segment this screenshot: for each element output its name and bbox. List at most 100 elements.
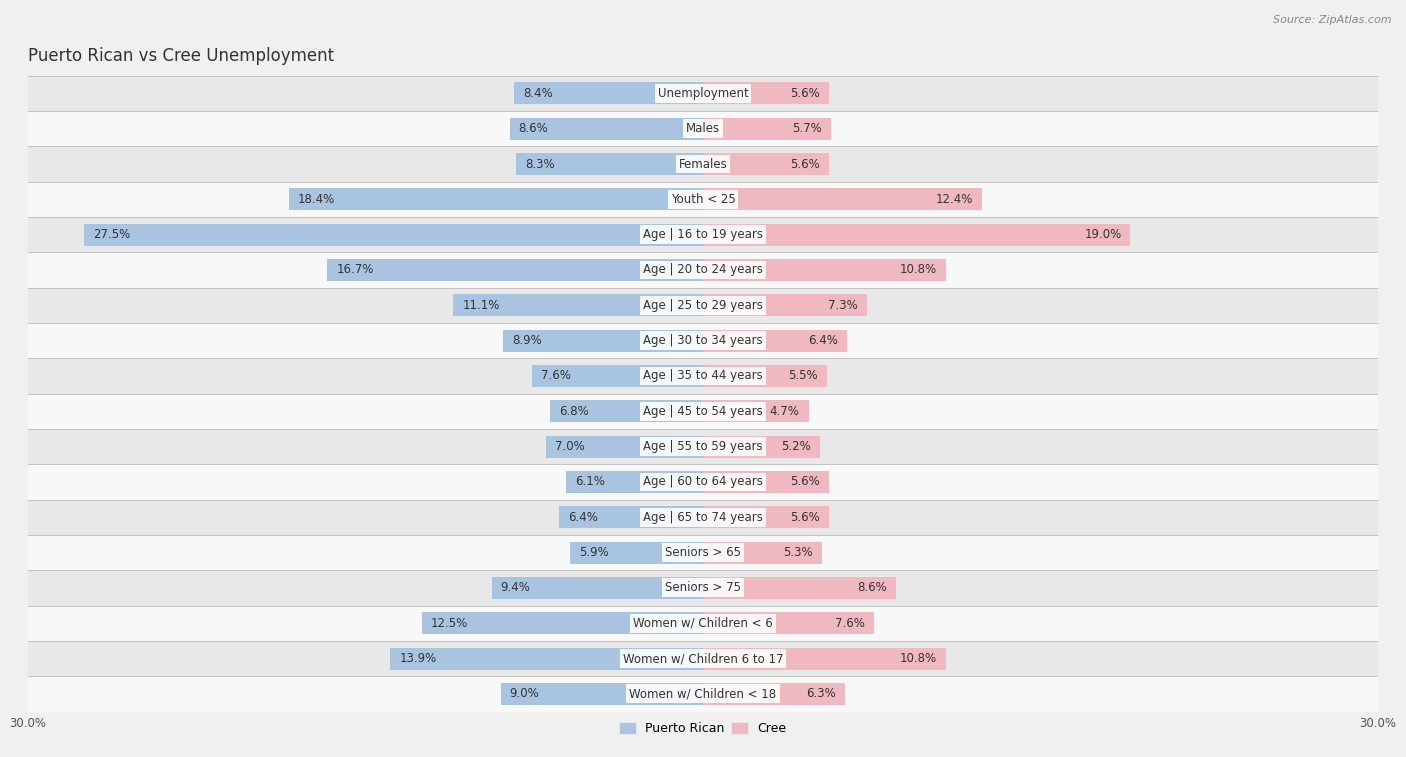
Text: 9.0%: 9.0% <box>509 687 540 700</box>
Bar <box>703 365 827 387</box>
Text: 8.4%: 8.4% <box>523 87 553 100</box>
Bar <box>28 217 1378 252</box>
Text: Age | 20 to 24 years: Age | 20 to 24 years <box>643 263 763 276</box>
Text: Unemployment: Unemployment <box>658 87 748 100</box>
Text: 10.8%: 10.8% <box>900 652 936 665</box>
Bar <box>703 83 830 104</box>
Bar <box>28 535 1378 570</box>
Bar <box>28 182 1378 217</box>
Text: 18.4%: 18.4% <box>298 193 335 206</box>
Bar <box>703 224 1130 245</box>
Bar <box>560 506 703 528</box>
Bar <box>515 83 703 104</box>
Bar <box>422 612 703 634</box>
Text: 5.6%: 5.6% <box>790 511 820 524</box>
Bar <box>703 118 831 139</box>
Bar <box>391 648 703 669</box>
Bar <box>565 471 703 493</box>
Text: 5.5%: 5.5% <box>789 369 818 382</box>
Text: 8.3%: 8.3% <box>526 157 555 170</box>
Text: Puerto Rican vs Cree Unemployment: Puerto Rican vs Cree Unemployment <box>28 47 335 65</box>
Bar <box>516 153 703 175</box>
Text: 13.9%: 13.9% <box>399 652 436 665</box>
Bar <box>28 676 1378 712</box>
Text: 6.4%: 6.4% <box>568 511 598 524</box>
Text: Age | 16 to 19 years: Age | 16 to 19 years <box>643 228 763 241</box>
Bar <box>28 394 1378 429</box>
Bar <box>703 153 830 175</box>
Bar <box>501 683 703 705</box>
Text: 8.9%: 8.9% <box>512 334 541 347</box>
Bar <box>28 641 1378 676</box>
Bar <box>28 252 1378 288</box>
Bar <box>28 146 1378 182</box>
Bar <box>703 436 820 457</box>
Bar <box>546 436 703 457</box>
Text: Source: ZipAtlas.com: Source: ZipAtlas.com <box>1274 15 1392 25</box>
Text: 8.6%: 8.6% <box>519 122 548 136</box>
Bar <box>492 577 703 599</box>
Bar <box>328 259 703 281</box>
Text: 5.6%: 5.6% <box>790 157 820 170</box>
Bar <box>28 429 1378 464</box>
Bar <box>453 294 703 316</box>
Bar <box>703 400 808 422</box>
Bar <box>703 188 981 210</box>
Text: 12.5%: 12.5% <box>430 617 468 630</box>
Text: 5.7%: 5.7% <box>793 122 823 136</box>
Bar <box>28 76 1378 111</box>
Text: Females: Females <box>679 157 727 170</box>
Text: Women w/ Children 6 to 17: Women w/ Children 6 to 17 <box>623 652 783 665</box>
Text: 6.1%: 6.1% <box>575 475 605 488</box>
Text: 5.6%: 5.6% <box>790 475 820 488</box>
Legend: Puerto Rican, Cree: Puerto Rican, Cree <box>614 718 792 740</box>
Text: Women w/ Children < 6: Women w/ Children < 6 <box>633 617 773 630</box>
Text: 5.6%: 5.6% <box>790 87 820 100</box>
Text: Age | 55 to 59 years: Age | 55 to 59 years <box>643 440 763 453</box>
Bar <box>703 471 830 493</box>
Text: 8.6%: 8.6% <box>858 581 887 594</box>
Text: Age | 60 to 64 years: Age | 60 to 64 years <box>643 475 763 488</box>
Text: 7.6%: 7.6% <box>541 369 571 382</box>
Bar <box>28 500 1378 535</box>
Text: 6.8%: 6.8% <box>560 405 589 418</box>
Text: 9.4%: 9.4% <box>501 581 530 594</box>
Text: 6.3%: 6.3% <box>806 687 835 700</box>
Bar <box>28 570 1378 606</box>
Bar <box>550 400 703 422</box>
Bar <box>503 330 703 351</box>
Bar <box>28 358 1378 394</box>
Text: 16.7%: 16.7% <box>336 263 374 276</box>
Bar <box>703 612 875 634</box>
Text: Seniors > 65: Seniors > 65 <box>665 546 741 559</box>
Bar <box>28 606 1378 641</box>
Text: Seniors > 75: Seniors > 75 <box>665 581 741 594</box>
Text: 7.0%: 7.0% <box>554 440 585 453</box>
Text: 6.4%: 6.4% <box>808 334 838 347</box>
Text: 5.9%: 5.9% <box>579 546 609 559</box>
Text: 27.5%: 27.5% <box>93 228 131 241</box>
Bar <box>703 542 823 563</box>
Text: 5.3%: 5.3% <box>783 546 813 559</box>
Text: Women w/ Children < 18: Women w/ Children < 18 <box>630 687 776 700</box>
Text: 7.6%: 7.6% <box>835 617 865 630</box>
Text: Youth < 25: Youth < 25 <box>671 193 735 206</box>
Bar <box>28 111 1378 146</box>
Text: Age | 45 to 54 years: Age | 45 to 54 years <box>643 405 763 418</box>
Text: Age | 35 to 44 years: Age | 35 to 44 years <box>643 369 763 382</box>
Text: 12.4%: 12.4% <box>935 193 973 206</box>
Bar <box>290 188 703 210</box>
Bar <box>509 118 703 139</box>
Text: Males: Males <box>686 122 720 136</box>
Bar <box>703 506 830 528</box>
Bar <box>531 365 703 387</box>
Text: 11.1%: 11.1% <box>463 299 499 312</box>
Text: Age | 65 to 74 years: Age | 65 to 74 years <box>643 511 763 524</box>
Text: 5.2%: 5.2% <box>782 440 811 453</box>
Text: 19.0%: 19.0% <box>1084 228 1122 241</box>
Bar <box>28 323 1378 358</box>
Bar <box>703 683 845 705</box>
Text: Age | 30 to 34 years: Age | 30 to 34 years <box>643 334 763 347</box>
Bar <box>28 288 1378 323</box>
Bar <box>571 542 703 563</box>
